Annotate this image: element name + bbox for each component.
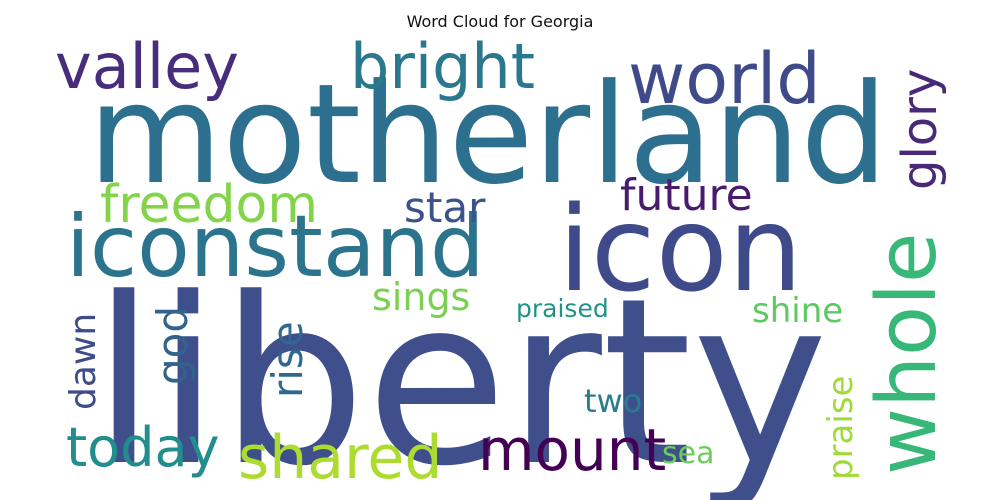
word-mount: mount bbox=[478, 416, 666, 484]
word-whole: whole bbox=[860, 233, 955, 475]
word-valley: valley bbox=[55, 30, 239, 103]
word-shared: shared bbox=[238, 423, 442, 493]
word-praised: praised bbox=[516, 294, 609, 323]
word-shine: shine bbox=[752, 291, 843, 331]
word-rise: rise bbox=[263, 321, 312, 398]
word-world: world bbox=[628, 38, 821, 120]
word-praise: praise bbox=[821, 376, 861, 480]
word-today: today bbox=[66, 416, 220, 479]
word-liberty: liberty bbox=[92, 250, 828, 500]
chart-title: Word Cloud for Georgia bbox=[406, 12, 594, 31]
word-sea: sea bbox=[662, 436, 714, 471]
word-iconstand: iconstand bbox=[66, 197, 485, 297]
word-god: god bbox=[148, 306, 197, 385]
word-dawn: dawn bbox=[63, 313, 104, 410]
word-glory: glory bbox=[892, 69, 948, 190]
word-icon: icon bbox=[558, 180, 803, 318]
word-two: two bbox=[584, 382, 642, 420]
word-sings: sings bbox=[372, 275, 470, 319]
word-bright: bright bbox=[350, 30, 535, 103]
word-freedom: freedom bbox=[100, 175, 318, 235]
word-future: future bbox=[620, 170, 753, 221]
word-motherland: motherland bbox=[88, 54, 888, 215]
word-star: star bbox=[404, 183, 486, 232]
